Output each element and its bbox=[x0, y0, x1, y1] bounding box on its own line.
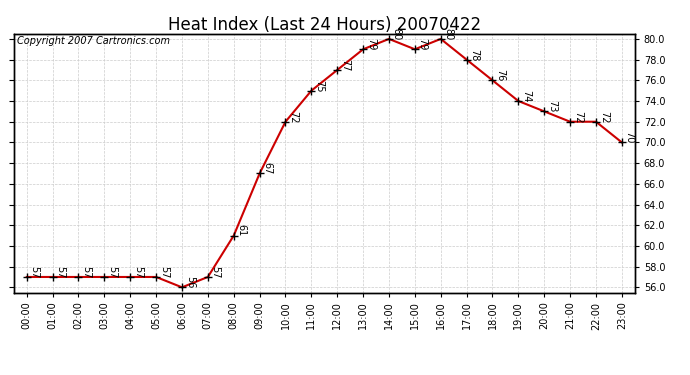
Text: 57: 57 bbox=[107, 266, 117, 278]
Text: 72: 72 bbox=[599, 111, 609, 123]
Text: 67: 67 bbox=[262, 162, 273, 175]
Text: 57: 57 bbox=[55, 266, 66, 278]
Text: 80: 80 bbox=[392, 28, 402, 40]
Title: Heat Index (Last 24 Hours) 20070422: Heat Index (Last 24 Hours) 20070422 bbox=[168, 16, 481, 34]
Text: 70: 70 bbox=[624, 131, 635, 144]
Text: 79: 79 bbox=[417, 38, 428, 51]
Text: 75: 75 bbox=[314, 80, 324, 92]
Text: 72: 72 bbox=[573, 111, 583, 123]
Text: 78: 78 bbox=[469, 48, 480, 61]
Text: 57: 57 bbox=[133, 266, 143, 278]
Text: 57: 57 bbox=[30, 266, 39, 278]
Text: 61: 61 bbox=[237, 225, 246, 237]
Text: 57: 57 bbox=[159, 266, 169, 278]
Text: 56: 56 bbox=[185, 276, 195, 289]
Text: 73: 73 bbox=[547, 100, 557, 112]
Text: 76: 76 bbox=[495, 69, 505, 82]
Text: 80: 80 bbox=[444, 28, 453, 40]
Text: 57: 57 bbox=[210, 266, 221, 278]
Text: 72: 72 bbox=[288, 111, 298, 123]
Text: 79: 79 bbox=[366, 38, 376, 51]
Text: 57: 57 bbox=[81, 266, 91, 278]
Text: Copyright 2007 Cartronics.com: Copyright 2007 Cartronics.com bbox=[17, 36, 170, 46]
Text: 77: 77 bbox=[340, 59, 350, 71]
Text: 74: 74 bbox=[521, 90, 531, 102]
